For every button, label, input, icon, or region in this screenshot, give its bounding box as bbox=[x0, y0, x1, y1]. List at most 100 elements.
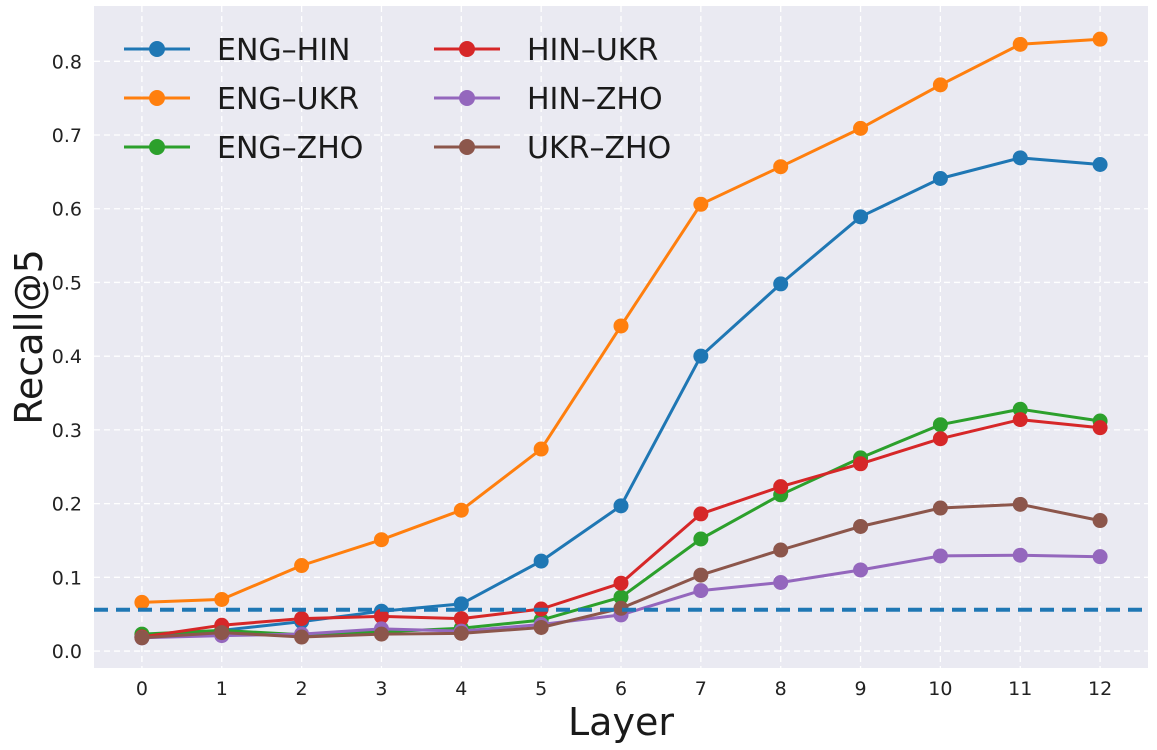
data-point bbox=[853, 209, 869, 225]
legend-marker bbox=[149, 90, 165, 106]
legend-entry: ENG–ZHO bbox=[124, 131, 363, 166]
data-point bbox=[693, 348, 709, 364]
data-point bbox=[1012, 496, 1028, 512]
data-point bbox=[214, 591, 230, 607]
data-point bbox=[773, 574, 789, 590]
legend-marker bbox=[149, 41, 165, 57]
data-point bbox=[294, 558, 310, 574]
data-point bbox=[373, 532, 389, 548]
y-axis-title: Recall@5 bbox=[7, 249, 51, 425]
data-point bbox=[693, 531, 709, 547]
legend-entry: HIN–ZHO bbox=[434, 82, 663, 117]
x-tick-label: 12 bbox=[1088, 678, 1112, 700]
y-tick-label: 0.7 bbox=[52, 125, 82, 147]
x-tick-label: 0 bbox=[136, 678, 148, 700]
x-tick-label: 10 bbox=[928, 678, 952, 700]
legend-marker bbox=[459, 41, 475, 57]
data-point bbox=[613, 575, 629, 591]
data-point bbox=[453, 596, 469, 612]
y-tick-label: 0.2 bbox=[52, 494, 82, 516]
data-point bbox=[693, 567, 709, 583]
y-tick-label: 0.1 bbox=[52, 567, 82, 589]
x-tick-label: 2 bbox=[296, 678, 308, 700]
y-tick-label: 0.5 bbox=[52, 272, 82, 294]
series-lines bbox=[134, 31, 1108, 646]
data-point bbox=[932, 500, 948, 516]
series-UKR–ZHO bbox=[134, 496, 1108, 646]
data-point bbox=[932, 77, 948, 93]
data-point bbox=[853, 518, 869, 534]
data-point bbox=[693, 196, 709, 212]
data-point bbox=[453, 625, 469, 641]
data-point bbox=[613, 600, 629, 616]
data-point bbox=[932, 548, 948, 564]
data-point bbox=[1092, 420, 1108, 436]
legend-entry: HIN–UKR bbox=[434, 33, 658, 68]
legend-label: ENG–ZHO bbox=[217, 131, 363, 166]
legend-label: UKR–ZHO bbox=[527, 131, 671, 166]
legend-entry: ENG–HIN bbox=[124, 33, 351, 68]
x-tick-label: 1 bbox=[216, 678, 228, 700]
x-axis-title: Layer bbox=[568, 700, 674, 744]
data-point bbox=[294, 611, 310, 627]
data-point bbox=[134, 594, 150, 610]
data-point bbox=[1092, 156, 1108, 172]
data-point bbox=[134, 630, 150, 646]
data-point bbox=[1012, 547, 1028, 563]
data-point bbox=[853, 120, 869, 136]
y-tick-labels: 0.0 0.1 0.2 0.3 0.4 0.5 0.6 0.7 0.8 bbox=[52, 51, 82, 663]
legend-entry: ENG–UKR bbox=[124, 82, 359, 117]
y-tick-label: 0.6 bbox=[52, 199, 82, 221]
legend-entry: UKR–ZHO bbox=[434, 131, 671, 166]
x-tick-labels: 0 1 2 3 4 5 6 7 8 9 10 11 12 bbox=[136, 678, 1112, 700]
x-tick-label: 8 bbox=[775, 678, 787, 700]
legend-marker bbox=[459, 90, 475, 106]
data-point bbox=[453, 502, 469, 518]
y-tick-label: 0.0 bbox=[52, 641, 82, 663]
data-point bbox=[294, 629, 310, 645]
x-tick-label: 6 bbox=[615, 678, 627, 700]
x-tick-label: 4 bbox=[455, 678, 467, 700]
data-point bbox=[773, 542, 789, 558]
x-tick-label: 7 bbox=[695, 678, 707, 700]
data-point bbox=[853, 562, 869, 578]
data-point bbox=[613, 498, 629, 514]
data-point bbox=[214, 625, 230, 641]
data-point bbox=[613, 589, 629, 605]
x-tick-label: 5 bbox=[535, 678, 547, 700]
data-point bbox=[1012, 36, 1028, 52]
data-point bbox=[533, 441, 549, 457]
data-point bbox=[853, 456, 869, 472]
data-point bbox=[773, 159, 789, 175]
y-tick-label: 0.3 bbox=[52, 420, 82, 442]
grid bbox=[94, 6, 1148, 668]
x-tick-label: 9 bbox=[854, 678, 866, 700]
data-point bbox=[693, 506, 709, 522]
y-tick-label: 0.4 bbox=[52, 346, 82, 368]
series-ENG–UKR bbox=[134, 31, 1108, 610]
legend-label: ENG–UKR bbox=[217, 82, 359, 117]
data-point bbox=[773, 276, 789, 292]
legend-marker bbox=[459, 139, 475, 155]
data-point bbox=[932, 171, 948, 187]
legend-marker bbox=[149, 139, 165, 155]
data-point bbox=[1012, 412, 1028, 428]
data-point bbox=[1092, 513, 1108, 529]
series-HIN–UKR bbox=[134, 412, 1108, 645]
data-point bbox=[932, 417, 948, 433]
legend-label: HIN–UKR bbox=[527, 33, 658, 68]
data-point bbox=[533, 553, 549, 569]
data-point bbox=[373, 608, 389, 624]
x-tick-label: 11 bbox=[1008, 678, 1032, 700]
data-point bbox=[932, 431, 948, 447]
data-point bbox=[693, 583, 709, 599]
data-point bbox=[453, 611, 469, 627]
data-point bbox=[773, 479, 789, 495]
data-point bbox=[613, 318, 629, 334]
data-point bbox=[373, 626, 389, 642]
data-point bbox=[1092, 549, 1108, 565]
data-point bbox=[533, 619, 549, 635]
data-point bbox=[1012, 401, 1028, 417]
data-point bbox=[1012, 150, 1028, 166]
